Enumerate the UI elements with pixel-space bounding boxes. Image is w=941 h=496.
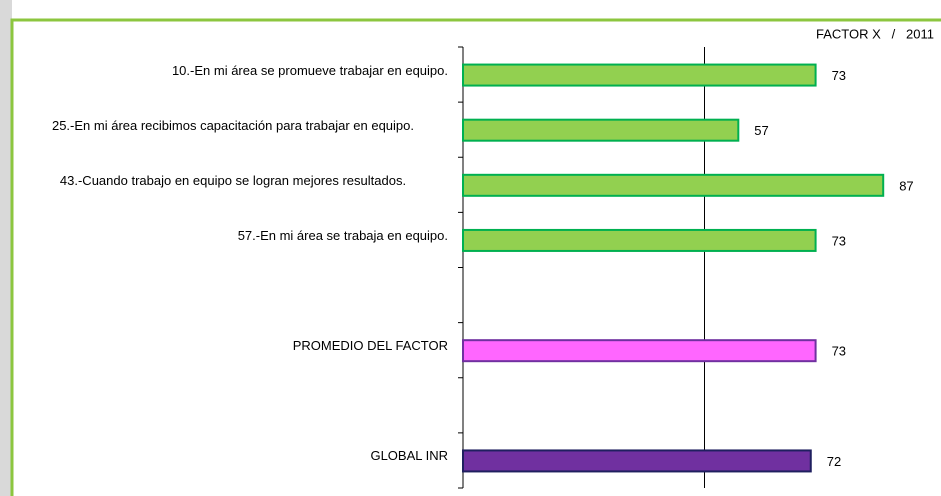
frame — [10, 18, 941, 496]
bar — [462, 173, 885, 197]
bar — [462, 339, 817, 363]
category-label: 10.-En mi área se promueve trabajar en e… — [171, 62, 448, 78]
value-label: 73 — [832, 233, 846, 248]
chart-title: FACTOR X / 2011 — [816, 26, 934, 41]
bar — [462, 63, 817, 87]
side-strip — [0, 0, 12, 496]
value-label: 73 — [832, 68, 846, 83]
value-label: 72 — [827, 454, 841, 469]
category-label: 43.-Cuando trabajo en equipo se logran m… — [59, 172, 407, 188]
value-label: 73 — [832, 344, 846, 359]
bar — [462, 449, 812, 473]
category-label: GLOBAL INR — [370, 448, 448, 464]
value-label: 87 — [899, 178, 913, 193]
bar — [462, 118, 740, 142]
value-label: 57 — [754, 123, 768, 138]
category-label: 25.-En mi área recibimos capacitación pa… — [51, 117, 415, 133]
category-label: 57.-En mi área se trabaja en equipo. — [237, 227, 448, 243]
category-label: PROMEDIO DEL FACTOR — [292, 338, 448, 354]
bar — [462, 228, 817, 252]
